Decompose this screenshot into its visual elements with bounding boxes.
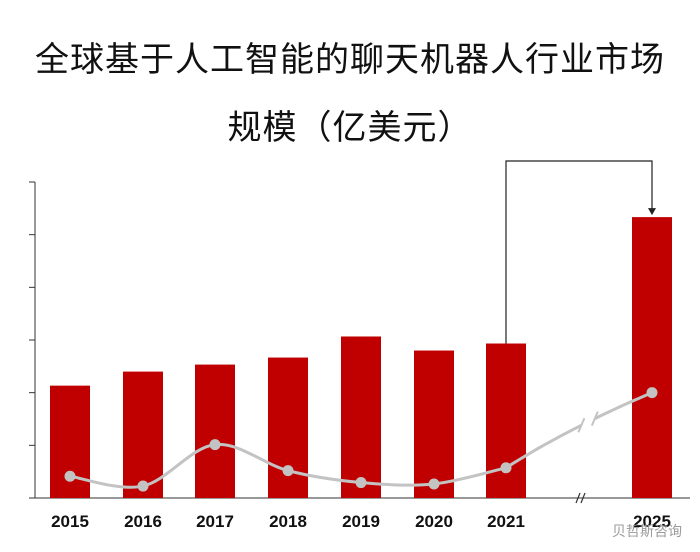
growth-arrow-head xyxy=(648,208,656,216)
annotation-layer xyxy=(505,160,656,344)
x-tick-label-2025: 2025 xyxy=(633,512,671,531)
trend-line-extrapolation xyxy=(505,423,583,470)
line-point-2015 xyxy=(64,470,76,482)
line-point-2019 xyxy=(355,477,367,489)
x-axis-break-mark xyxy=(575,492,581,504)
x-tick-label-2020: 2020 xyxy=(415,512,453,531)
x-tick-label-2021: 2021 xyxy=(487,512,525,531)
bar-2020 xyxy=(414,350,454,498)
bar-2017 xyxy=(195,364,235,498)
bar-2019 xyxy=(341,336,381,498)
x-tick-labels: 2015 2016 2017 2018 2019 2020 2021 2025 xyxy=(51,512,671,531)
line-point-2017 xyxy=(209,439,221,451)
trend-line-extrapolation xyxy=(594,391,653,420)
chart-title-line-1: 全球基于人工智能的聊天机器人行业市场 xyxy=(35,40,665,80)
x-axis-break-mark xyxy=(580,492,586,504)
bars-layer xyxy=(50,217,672,498)
bar-2016 xyxy=(123,371,163,498)
growth-arrow-line xyxy=(505,160,653,344)
x-tick-label-2016: 2016 xyxy=(124,512,162,531)
x-tick-label-2018: 2018 xyxy=(269,512,307,531)
line-point-2016 xyxy=(137,480,149,492)
chart-title-line-2: 规模（亿美元） xyxy=(227,108,473,148)
watermark-text: 贝哲斯咨询 xyxy=(612,524,682,540)
line-point-2018 xyxy=(282,465,294,477)
bar-2025 xyxy=(632,217,672,498)
trend-line-layer xyxy=(64,387,658,492)
bar-2021 xyxy=(486,343,526,498)
x-tick-label-2019: 2019 xyxy=(342,512,380,531)
line-point-2025 xyxy=(646,387,658,399)
line-break-mark xyxy=(590,411,599,426)
line-point-2021 xyxy=(500,462,512,474)
x-tick-label-2015: 2015 xyxy=(51,512,89,531)
bar-2018 xyxy=(268,357,308,498)
x-tick-label-2017: 2017 xyxy=(196,512,234,531)
line-break-mark xyxy=(577,417,586,433)
line-point-2020 xyxy=(428,478,440,490)
